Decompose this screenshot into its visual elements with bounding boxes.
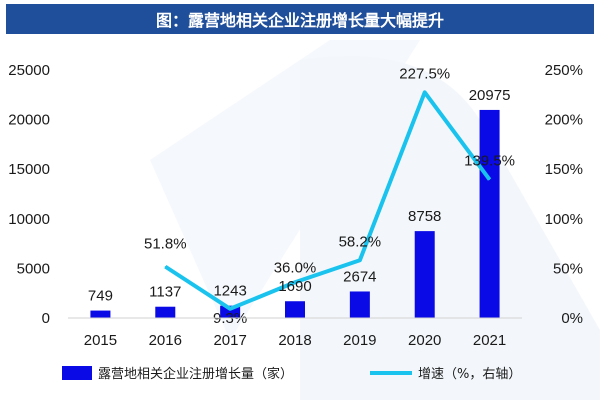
line-value-label: 36.0% [274,259,317,276]
y-left-tick-label: 25000 [8,62,50,79]
y-right-tick-label: 150% [545,161,583,178]
line-value-label: 51.8% [144,236,187,253]
y-left-tick-label: 20000 [8,112,50,129]
bar-value-label: 1137 [149,284,181,301]
y-right-tick-label: 50% [553,260,583,277]
x-tick-label: 2021 [473,332,506,349]
legend: 露营地相关企业注册增长量（家） 增速（%，右轴） [62,366,521,382]
line-series [164,90,492,311]
y-right-tick-label: 250% [545,62,583,79]
bar-value-label: 8758 [408,208,441,225]
line-point [294,281,296,283]
bar-value-label: 1690 [278,278,311,295]
y-right-tick-label: 100% [545,211,583,228]
legend-bar-swatch [62,366,92,380]
y-right-tick-label: 200% [545,112,583,129]
bar-2015 [90,310,111,318]
bar-value-label: 2674 [343,268,376,285]
line-point [489,179,491,181]
bar-data-labels: 749 1137 1243 1690 2674 8758 20975 [88,87,511,305]
right-axis: 0% 50% 100% 150% 200% 250% [545,62,583,327]
x-tick-label: 2019 [343,332,376,349]
bar-2018 [285,301,305,318]
bar-2019 [349,291,370,318]
legend-bar-label: 露营地相关企业注册增长量（家） [98,366,293,382]
x-tick-label: 2018 [278,332,311,349]
x-tick-label: 2015 [84,332,117,349]
bar-2020 [414,231,435,318]
x-axis: 2015 2016 2017 2018 2019 2020 2021 [68,317,522,349]
line-point [164,266,166,268]
y-right-tick-label: 0% [561,310,583,327]
line-value-label: 139.5% [464,153,515,170]
bar-value-label: 20975 [469,87,511,104]
bar-value-label: 1243 [213,283,246,300]
line-point [359,259,361,261]
y-left-tick-label: 5000 [17,260,50,277]
bar-2016 [155,306,176,318]
chart-title-bar: 图：露营地相关企业注册增长量大幅提升 [6,4,594,34]
x-tick-label: 2016 [149,332,182,349]
y-left-tick-label: 0 [42,310,50,327]
line-point [424,91,426,93]
y-left-tick-label: 10000 [8,211,50,228]
y-left-tick-label: 15000 [8,161,50,178]
bar-2021 [479,109,500,318]
x-tick-label: 2020 [408,332,441,349]
x-tick-label: 2017 [213,332,246,349]
legend-line-label: 增速（%，右轴） [418,367,521,382]
left-axis: 0 5000 10000 15000 20000 25000 [8,62,50,327]
line-value-label: 58.2% [339,233,382,250]
line-data-labels: 51.8%9.3%36.0%58.2%227.5%139.5% [144,65,515,326]
growth-rate-line [164,90,492,311]
line-point [229,308,231,310]
line-value-label: 227.5% [399,65,450,82]
bar-value-label: 749 [88,288,113,305]
bar-series [90,109,500,318]
chart-title: 图：露营地相关企业注册增长量大幅提升 [155,11,444,30]
background-decoration [150,40,600,400]
